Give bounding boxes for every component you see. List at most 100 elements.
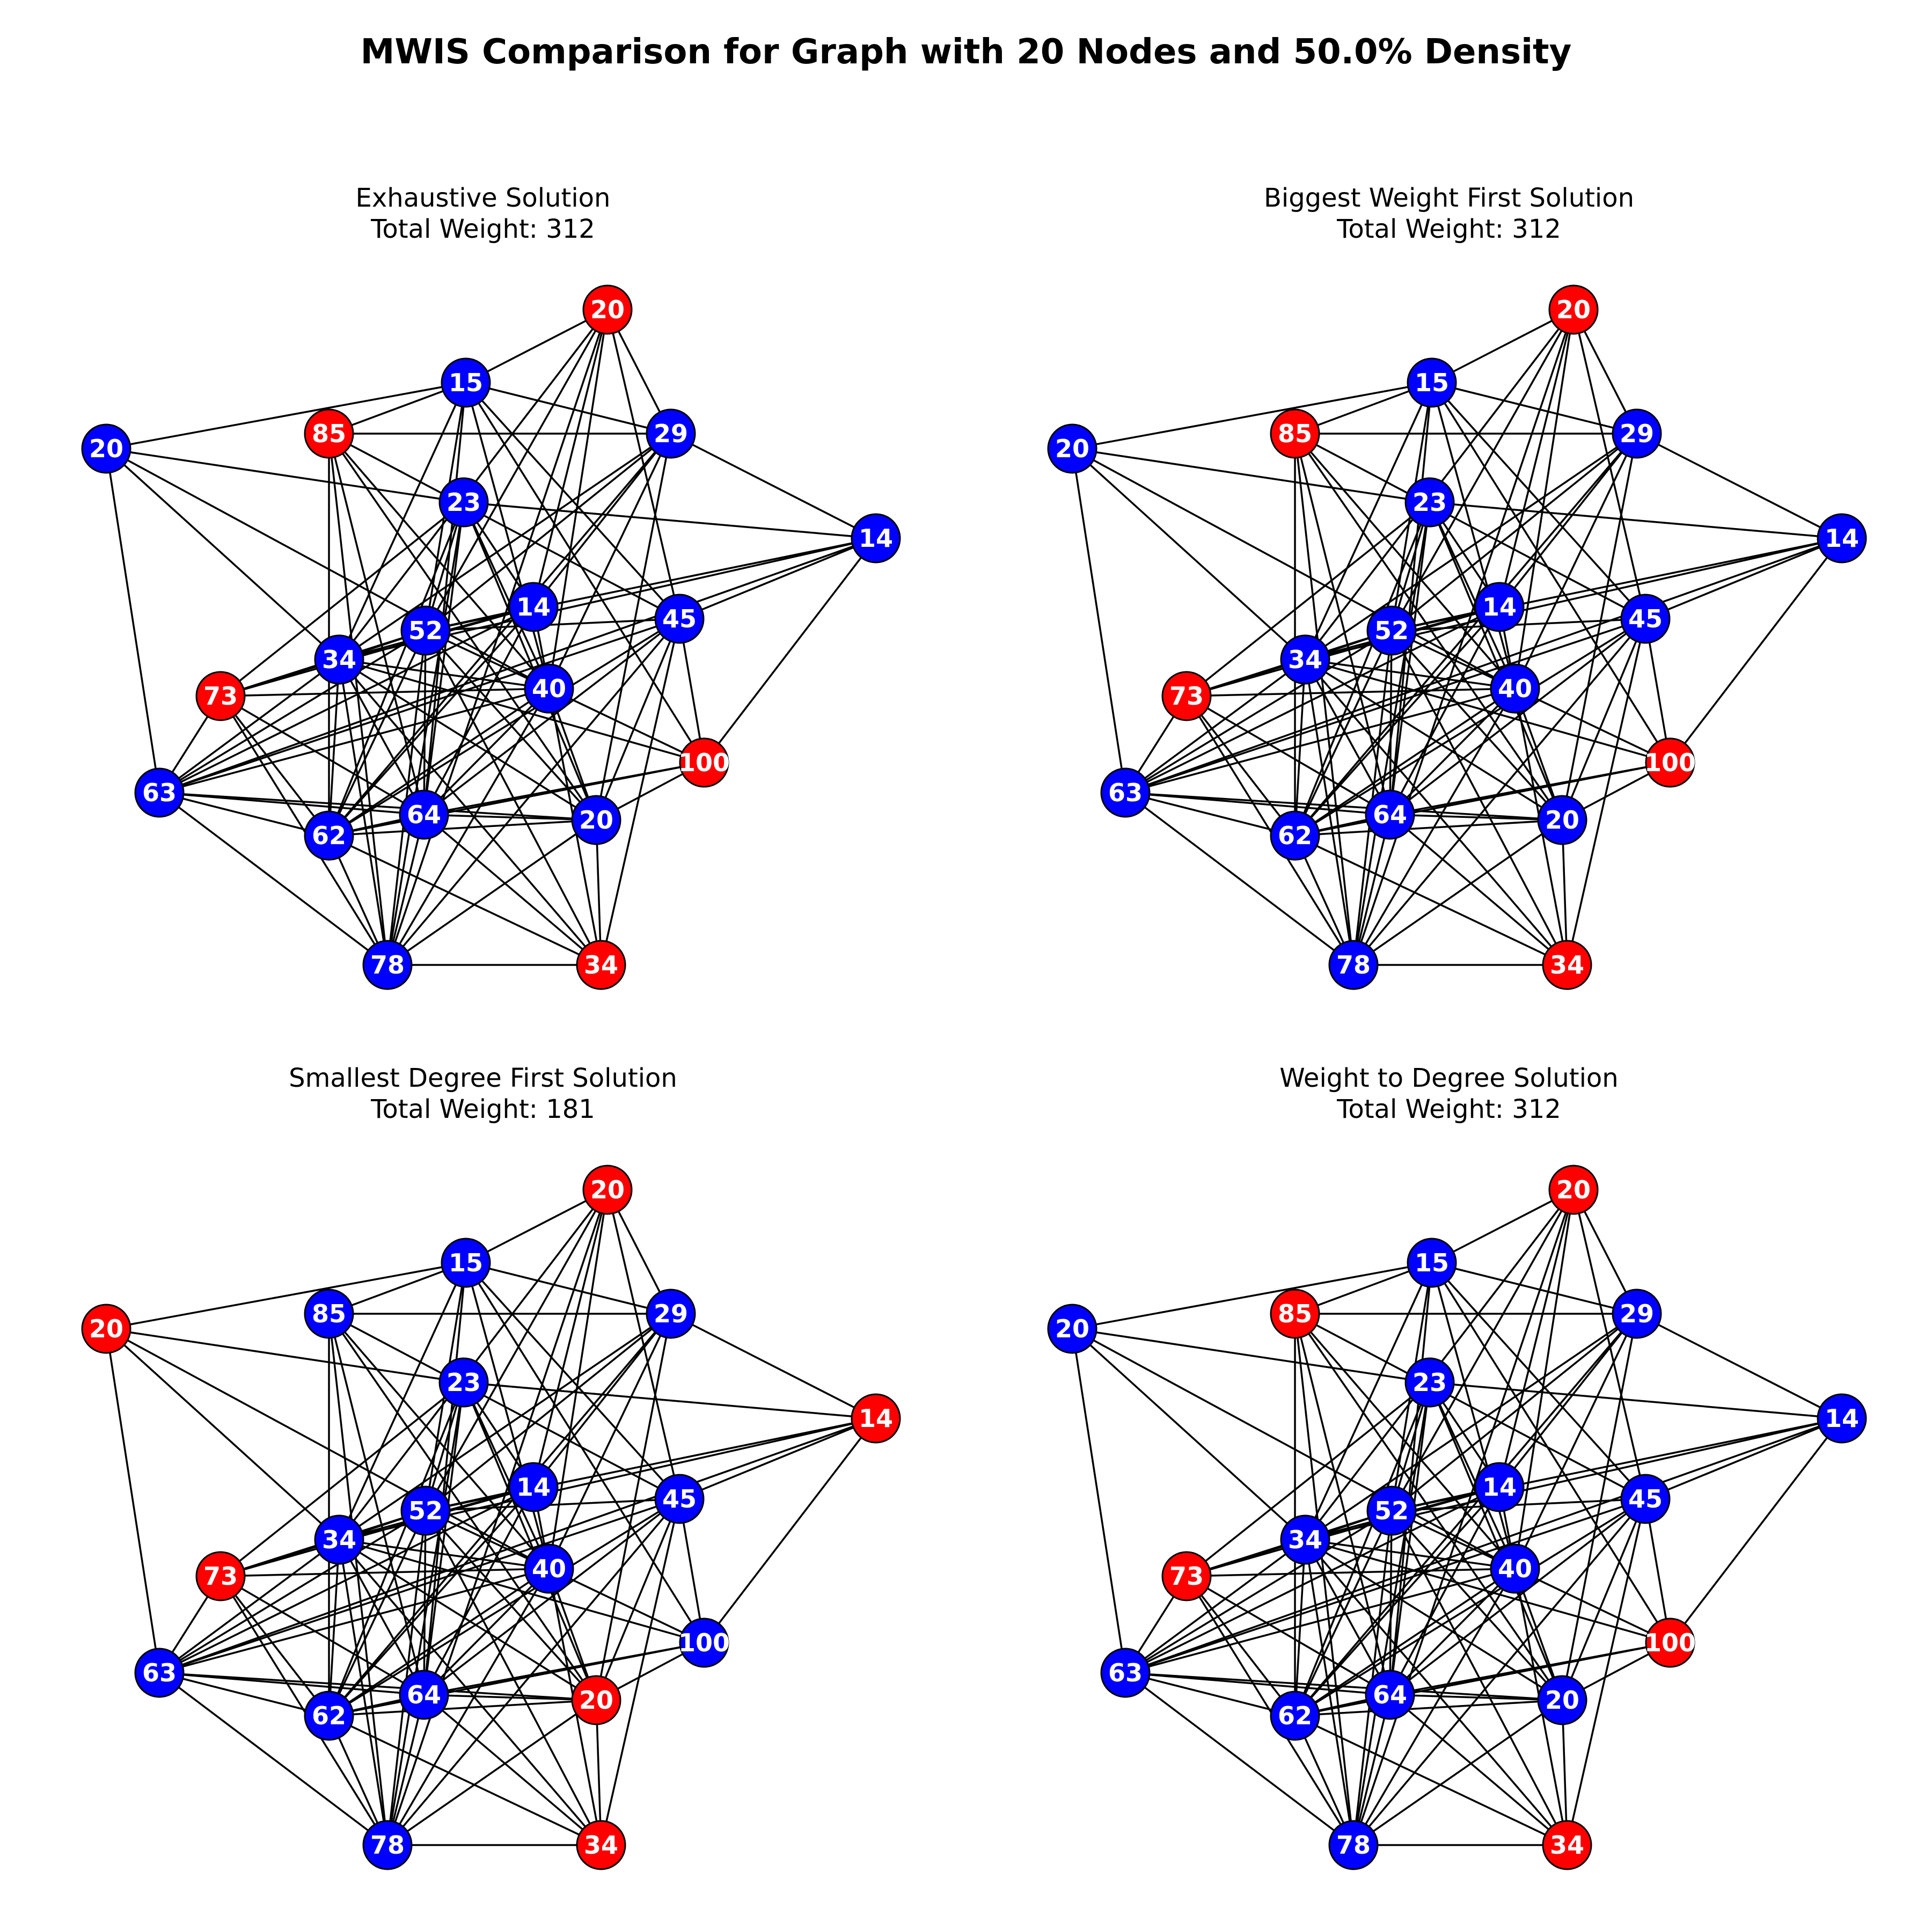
graph-node: 15 xyxy=(1407,1238,1457,1288)
graph-edge xyxy=(220,687,550,697)
graph-node: 15 xyxy=(441,1238,491,1288)
graph-node: 73 xyxy=(1161,1551,1212,1601)
graph-edge xyxy=(1514,309,1575,689)
graph-canvas: 20 15 85 29 20 23 14 14 45 52 34 73 40 100 63 64 20 62 78 3… xyxy=(81,1165,901,1870)
graph-edge xyxy=(1669,537,1843,764)
graph-canvas: 20 15 85 29 20 23 14 14 45 52 34 73 40 100 63 64 20 62 78 3… xyxy=(1047,284,1867,990)
node-circle xyxy=(362,940,413,990)
graph-edge xyxy=(1124,1672,1355,1846)
node-weight-label: 64 xyxy=(407,1680,441,1709)
graph-edge xyxy=(328,433,672,837)
graph-edge xyxy=(1645,1417,1842,1500)
graph-edge xyxy=(1431,1262,1637,1315)
node-weight-label: 73 xyxy=(203,682,238,711)
graph-edge xyxy=(1071,1328,1306,1541)
node-weight-label: 78 xyxy=(1336,1831,1371,1860)
graph-node: 85 xyxy=(304,1289,354,1339)
graph-edge xyxy=(1561,433,1638,821)
graph-edge xyxy=(1186,606,1500,697)
node-circle xyxy=(524,663,574,714)
graph-edge xyxy=(1636,433,1842,539)
graph-edge xyxy=(105,1328,160,1673)
graph-edge xyxy=(386,618,680,966)
node-weight-label: 64 xyxy=(407,800,441,829)
graph-edge xyxy=(1353,819,1563,966)
node-weight-label: 85 xyxy=(1278,1299,1312,1328)
graph-edge xyxy=(1514,687,1671,764)
graph-edge xyxy=(328,502,465,836)
graph-edge xyxy=(423,814,602,966)
graph-node: 85 xyxy=(304,408,354,459)
graph-node: 62 xyxy=(304,810,354,861)
node-circle-selected xyxy=(1645,1618,1695,1668)
graph-edge xyxy=(548,309,609,689)
graph-edge xyxy=(606,1189,680,1499)
node-circle xyxy=(400,605,451,656)
graph-edge xyxy=(1125,687,1516,794)
graph-edge xyxy=(1305,1539,1563,1701)
node-circle xyxy=(304,810,354,861)
panel-title: Biggest Weight First Solution Total Weig… xyxy=(966,182,1932,245)
graph-edge xyxy=(1294,835,1568,966)
graph-canvas: 20 15 85 29 20 23 14 14 45 52 34 73 40 100 63 64 20 62 78 3… xyxy=(1047,1165,1867,1870)
graph-edge xyxy=(465,382,671,435)
graph-edge xyxy=(386,814,425,965)
node-weight-label: 20 xyxy=(1055,434,1089,463)
graph-node: 20 xyxy=(1047,423,1097,474)
graph-edge xyxy=(1305,433,1637,661)
graph-node: 45 xyxy=(654,594,705,644)
graph-edge xyxy=(1391,1189,1575,1511)
graph-node: 78 xyxy=(362,1820,413,1870)
graph-edge xyxy=(465,309,608,384)
node-weight-label: 15 xyxy=(449,368,483,397)
panel-total-weight: Total Weight: 312 xyxy=(371,214,595,244)
node-weight-label: 14 xyxy=(859,1404,893,1433)
graph-node: 20 xyxy=(571,1675,621,1725)
graph-edge xyxy=(606,309,680,619)
node-circle xyxy=(679,1618,729,1668)
graph-edge xyxy=(1389,502,1431,815)
graph-edge xyxy=(463,501,876,539)
node-circle xyxy=(1490,663,1540,714)
graph-node: 63 xyxy=(1100,1648,1151,1698)
graph-edge xyxy=(465,382,705,763)
graph-edge xyxy=(1125,1672,1563,1701)
graph-node: 14 xyxy=(1474,1462,1525,1512)
node-circle xyxy=(1612,1289,1662,1339)
node-circle-selected xyxy=(1270,1289,1320,1339)
node-circle xyxy=(81,423,131,474)
graph-edge xyxy=(1669,1417,1843,1644)
graph-edge xyxy=(1186,687,1516,697)
panel-total-weight: Total Weight: 312 xyxy=(1337,1094,1561,1124)
graph-node: 20 xyxy=(1548,1165,1599,1215)
graph-edge xyxy=(548,1313,672,1569)
graph-node: 29 xyxy=(646,408,696,459)
graph-edge xyxy=(106,1262,466,1330)
graph-node: 64 xyxy=(399,789,449,840)
graph-edge xyxy=(1294,433,1646,620)
node-circle xyxy=(314,634,364,685)
graph-edge xyxy=(425,1313,672,1512)
graph-node: 62 xyxy=(1270,810,1320,861)
graph-edge xyxy=(220,606,534,697)
node-circle xyxy=(1366,605,1417,656)
graph-edge xyxy=(158,792,389,966)
graph-edge xyxy=(1294,1699,1563,1717)
graph-edge xyxy=(158,658,340,794)
graph-edge xyxy=(1125,1417,1842,1674)
graph-edge xyxy=(158,1539,340,1674)
node-circle xyxy=(646,1289,696,1339)
panel-title: Weight to Degree Solution Total Weight: … xyxy=(966,1063,1932,1125)
graph-edge xyxy=(1431,309,1574,384)
node-circle-selected xyxy=(1542,940,1592,990)
node-circle-selected xyxy=(1645,737,1695,788)
graph-edge xyxy=(1071,448,1306,661)
graph-edge xyxy=(159,687,550,794)
graph-edge xyxy=(220,1568,550,1577)
graph-edge xyxy=(328,433,680,620)
node-circle xyxy=(1366,1485,1417,1536)
node-weight-label: 40 xyxy=(1498,1554,1532,1583)
graph-edge xyxy=(465,1262,705,1643)
graph-edge xyxy=(1498,309,1575,608)
panel-total-weight: Total Weight: 181 xyxy=(371,1094,595,1124)
